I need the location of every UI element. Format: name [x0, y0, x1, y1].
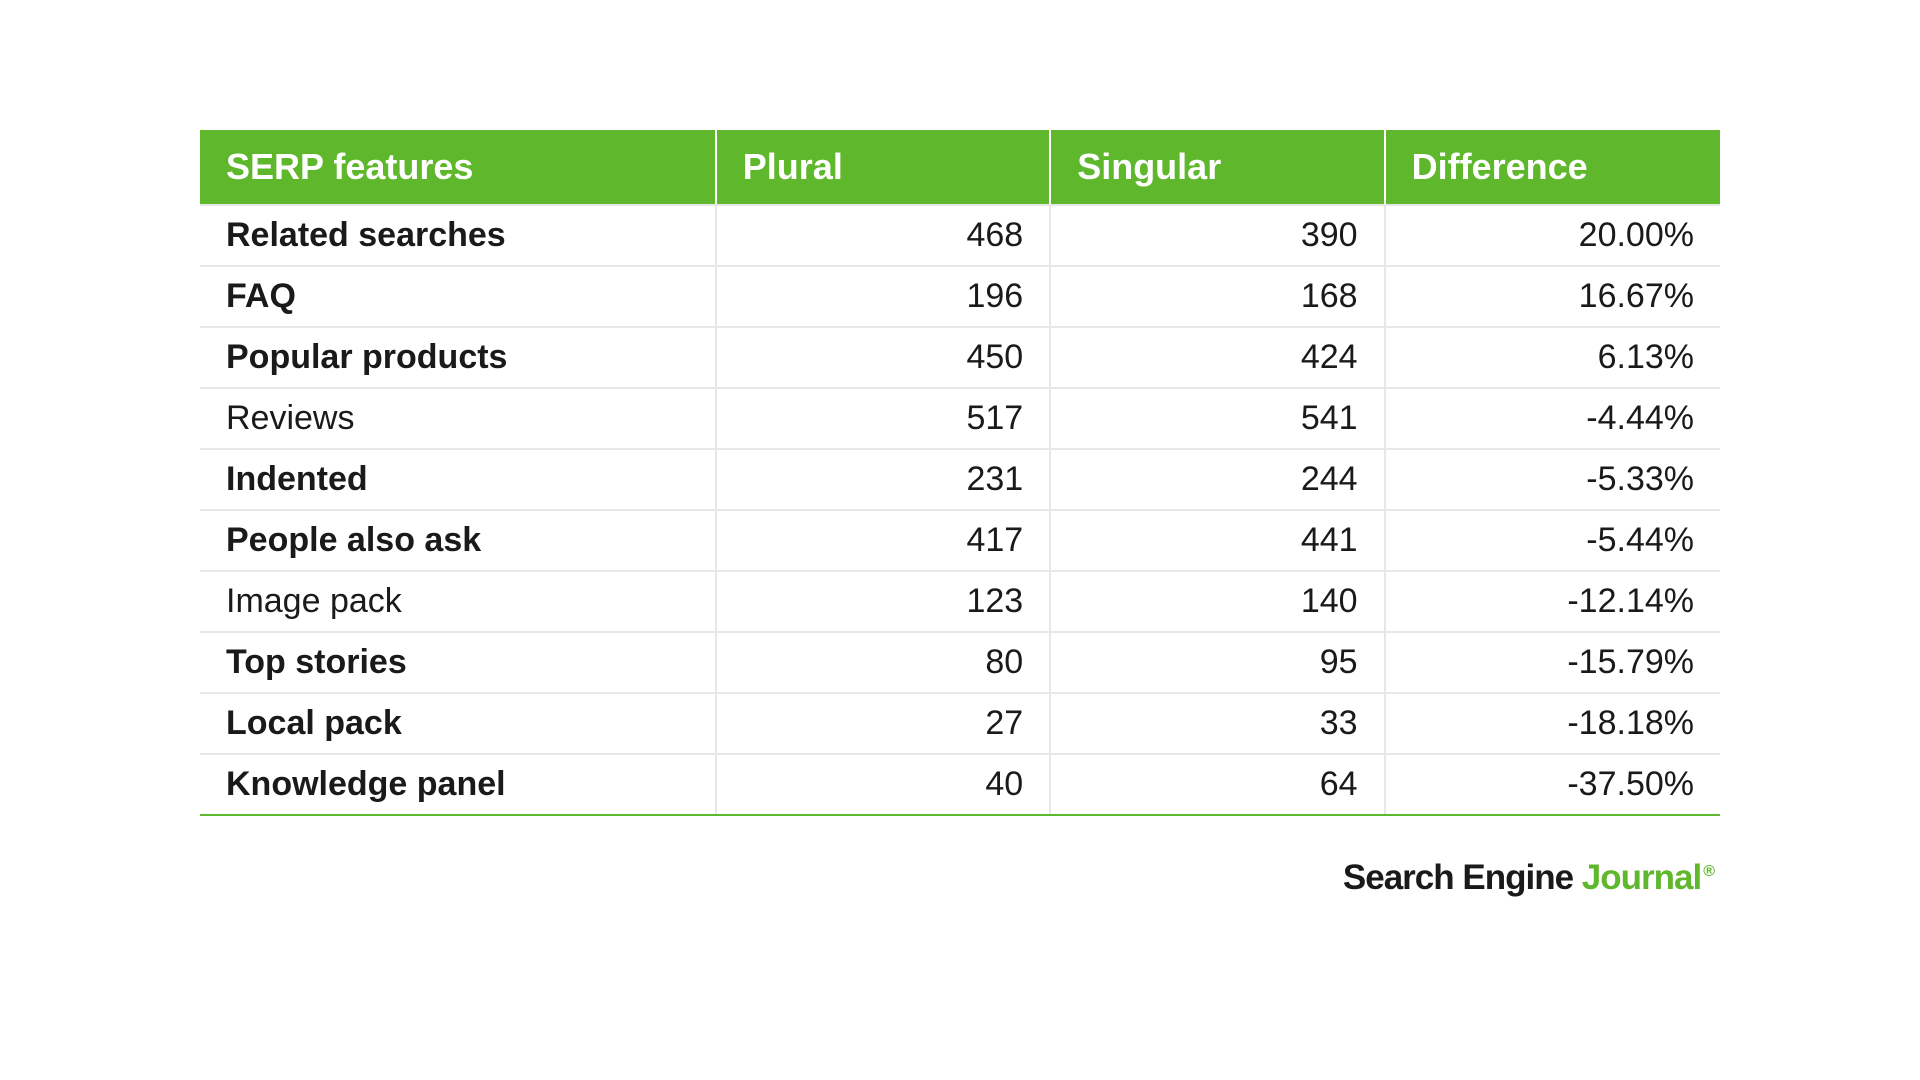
table-row: Image pack123140-12.14%	[200, 570, 1720, 631]
table-row: Local pack2733-18.18%	[200, 692, 1720, 753]
cell-singular: 441	[1051, 509, 1385, 570]
cell-difference: -4.44%	[1386, 387, 1720, 448]
cell-plural: 196	[717, 265, 1051, 326]
cell-singular: 541	[1051, 387, 1385, 448]
cell-feature: Related searches	[200, 204, 717, 265]
cell-plural: 40	[717, 753, 1051, 814]
cell-difference: -37.50%	[1386, 753, 1720, 814]
table-row: Reviews517541-4.44%	[200, 387, 1720, 448]
table-bottom-rule	[200, 814, 1720, 816]
table-row: Top stories8095-15.79%	[200, 631, 1720, 692]
cell-singular: 33	[1051, 692, 1385, 753]
cell-feature: Image pack	[200, 570, 717, 631]
cell-feature: FAQ	[200, 265, 717, 326]
serp-features-table: SERP features Plural Singular Difference…	[200, 130, 1720, 814]
cell-plural: 517	[717, 387, 1051, 448]
cell-plural: 450	[717, 326, 1051, 387]
cell-difference: -12.14%	[1386, 570, 1720, 631]
cell-difference: -18.18%	[1386, 692, 1720, 753]
col-header-difference: Difference	[1386, 130, 1720, 204]
cell-difference: 6.13%	[1386, 326, 1720, 387]
cell-plural: 417	[717, 509, 1051, 570]
cell-singular: 95	[1051, 631, 1385, 692]
col-header-plural: Plural	[717, 130, 1051, 204]
cell-feature: People also ask	[200, 509, 717, 570]
cell-feature: Local pack	[200, 692, 717, 753]
cell-difference: -5.44%	[1386, 509, 1720, 570]
cell-difference: 20.00%	[1386, 204, 1720, 265]
col-header-singular: Singular	[1051, 130, 1385, 204]
cell-singular: 390	[1051, 204, 1385, 265]
cell-plural: 468	[717, 204, 1051, 265]
cell-feature: Indented	[200, 448, 717, 509]
cell-plural: 231	[717, 448, 1051, 509]
table-row: Related searches46839020.00%	[200, 204, 1720, 265]
cell-plural: 123	[717, 570, 1051, 631]
cell-feature: Popular products	[200, 326, 717, 387]
page-container: SERP features Plural Singular Difference…	[0, 0, 1920, 1080]
cell-singular: 244	[1051, 448, 1385, 509]
table-row: People also ask417441-5.44%	[200, 509, 1720, 570]
cell-feature: Knowledge panel	[200, 753, 717, 814]
table-row: Popular products4504246.13%	[200, 326, 1720, 387]
table-body: Related searches46839020.00%FAQ19616816.…	[200, 204, 1720, 814]
brand-part2: Journal	[1582, 858, 1701, 897]
cell-plural: 80	[717, 631, 1051, 692]
table-row: Indented231244-5.33%	[200, 448, 1720, 509]
col-header-serp-features: SERP features	[200, 130, 717, 204]
cell-difference: -15.79%	[1386, 631, 1720, 692]
cell-singular: 168	[1051, 265, 1385, 326]
cell-difference: 16.67%	[1386, 265, 1720, 326]
registered-icon: ®	[1703, 863, 1714, 880]
table-row: FAQ19616816.67%	[200, 265, 1720, 326]
cell-singular: 424	[1051, 326, 1385, 387]
brand-attribution: Search Engine Journal®	[1343, 858, 1714, 898]
cell-difference: -5.33%	[1386, 448, 1720, 509]
cell-feature: Top stories	[200, 631, 717, 692]
cell-singular: 140	[1051, 570, 1385, 631]
table-row: Knowledge panel4064-37.50%	[200, 753, 1720, 814]
cell-singular: 64	[1051, 753, 1385, 814]
table-header: SERP features Plural Singular Difference	[200, 130, 1720, 204]
cell-feature: Reviews	[200, 387, 717, 448]
cell-plural: 27	[717, 692, 1051, 753]
brand-part1: Search Engine	[1343, 858, 1573, 897]
